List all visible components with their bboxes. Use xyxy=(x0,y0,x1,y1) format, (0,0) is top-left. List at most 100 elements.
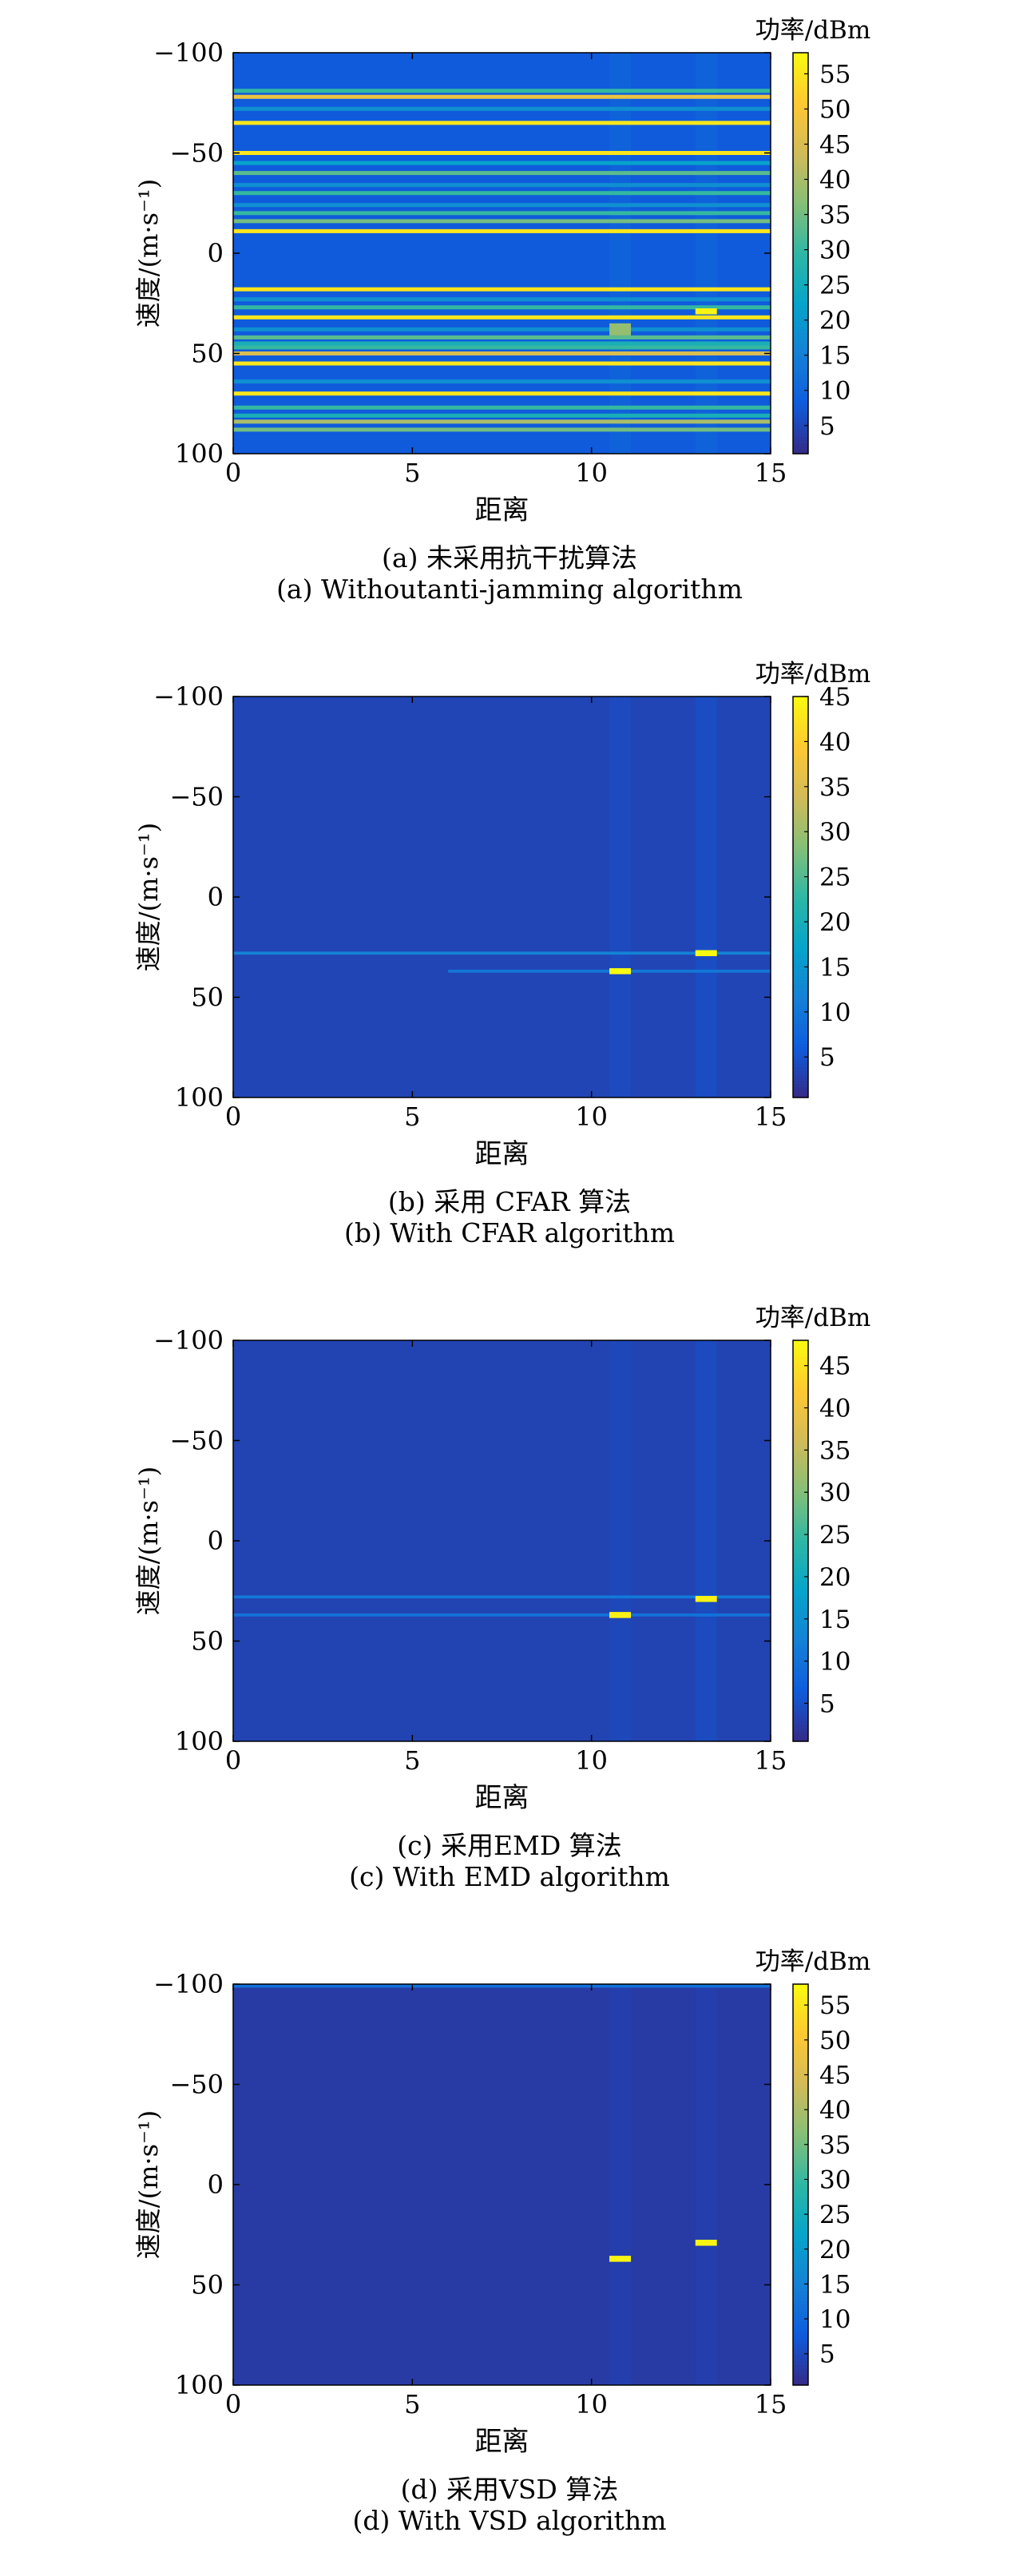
colorbar-segment xyxy=(793,293,808,297)
colorbar-segment xyxy=(793,2027,808,2032)
y-tick-label: 100 xyxy=(175,439,224,469)
colorbar-segment xyxy=(793,2368,808,2372)
colorbar-segment xyxy=(793,1454,808,1459)
colorbar-tick-label: 40 xyxy=(819,1395,850,1423)
colorbar-segment xyxy=(793,723,808,728)
colorbar-segment xyxy=(793,1064,808,1068)
colorbar-segment xyxy=(793,353,808,358)
colorbar-segment xyxy=(793,1460,808,1465)
colorbar-segment xyxy=(793,736,808,740)
colorbar-segment xyxy=(793,1561,808,1565)
colorbar-segment xyxy=(793,2094,808,2098)
colorbar-segment xyxy=(793,246,808,251)
colorbar-segment xyxy=(793,249,808,254)
y-tick-label: 50 xyxy=(191,1626,224,1657)
colorbar-segment xyxy=(793,229,808,234)
colorbar-segment xyxy=(793,957,808,962)
colorbar-segment xyxy=(793,2188,808,2192)
colorbar-segment xyxy=(793,105,808,110)
colorbar-segment xyxy=(793,2284,808,2289)
colorbar-segment xyxy=(793,1457,808,1462)
colorbar-segment xyxy=(793,2358,808,2363)
interference-stripe xyxy=(233,161,771,165)
colorbar-tick-label: 40 xyxy=(819,2096,850,2125)
colorbar-segment xyxy=(793,413,808,418)
colorbar-segment xyxy=(793,2205,808,2209)
colorbar-segment xyxy=(793,709,808,714)
colorbar-segment xyxy=(793,2161,808,2165)
colorbar-tick-label: 50 xyxy=(819,2026,850,2055)
interference-stripe xyxy=(233,89,771,93)
colorbar-segment xyxy=(793,263,808,268)
colorbar-segment xyxy=(793,1397,808,1401)
colorbar-tick-label: 15 xyxy=(819,953,850,982)
colorbar-segment xyxy=(793,136,808,141)
colorbar-segment xyxy=(793,1994,808,1998)
colorbar-segment xyxy=(793,440,808,445)
colorbar-tick-label: 45 xyxy=(819,130,850,159)
colorbar-segment xyxy=(793,296,808,301)
colorbar-segment xyxy=(793,2201,808,2205)
colorbar-segment xyxy=(793,2181,808,2185)
y-tick-label: 100 xyxy=(175,1726,224,1756)
colorbar-segment xyxy=(793,743,808,748)
interference-stripe xyxy=(233,183,771,188)
colorbar-segment xyxy=(793,1610,808,1615)
y-tick-label: −50 xyxy=(169,782,224,812)
colorbar-segment xyxy=(793,1717,808,1722)
colorbar-segment xyxy=(793,1584,808,1589)
colorbar-segment xyxy=(793,836,808,841)
colorbar-segment xyxy=(793,1007,808,1011)
colorbar-segment xyxy=(793,387,808,391)
caption-en-c: (c) With EMD algorithm xyxy=(349,1861,670,1892)
colorbar-segment xyxy=(793,1390,808,1395)
colorbar-segment xyxy=(793,1674,808,1679)
colorbar-segment xyxy=(793,2274,808,2279)
colorbar-segment xyxy=(793,336,808,341)
colorbar-segment xyxy=(793,1598,808,1602)
target-column xyxy=(695,697,717,1097)
colorbar-segment xyxy=(793,903,808,908)
colorbar-segment xyxy=(793,1340,808,1344)
colorbar-segment xyxy=(793,2030,808,2035)
colorbar-segment xyxy=(793,770,808,774)
colorbar-segment xyxy=(793,950,808,955)
colorbar-segment xyxy=(793,303,808,308)
y-tick-label: −100 xyxy=(153,38,224,68)
x-tick-label: 15 xyxy=(755,1745,787,1776)
y-tick-label: 50 xyxy=(191,339,224,369)
x-tick-label: 0 xyxy=(225,1745,241,1776)
colorbar-segment xyxy=(793,1360,808,1364)
colorbar-segment xyxy=(793,1087,808,1092)
colorbar-segment xyxy=(793,2355,808,2360)
target-column xyxy=(609,1984,632,2385)
interference-stripe xyxy=(233,951,771,955)
target-return xyxy=(695,308,717,315)
colorbar-segment xyxy=(793,196,808,200)
colorbar-frame xyxy=(792,52,809,454)
x-tick-label: 0 xyxy=(225,2389,241,2419)
colorbar-segment xyxy=(793,2104,808,2109)
colorbar-segment xyxy=(793,443,808,448)
colorbar-segment xyxy=(793,783,808,788)
colorbar-segment xyxy=(793,149,808,154)
colorbar-segment xyxy=(793,2315,808,2319)
colorbar-segment xyxy=(793,927,808,931)
colorbar-segment xyxy=(793,843,808,847)
colorbar-segment xyxy=(793,1688,808,1692)
y-tick-label: 100 xyxy=(175,2370,224,2400)
y-tick-label: 0 xyxy=(208,238,224,268)
x-axis-label: 距离 xyxy=(475,494,529,526)
panel-c: 0 5 10 15 −100 −50 0 50 100 距离 速度/(m·s⁻¹) 5 10 15 20 25… xyxy=(0,1288,1019,1931)
colorbar-segment xyxy=(793,1474,808,1479)
colorbar-segment xyxy=(793,1621,808,1625)
y-axis-label: 速度/(m·s⁻¹) xyxy=(133,1467,164,1615)
y-axis-label: 速度/(m·s⁻¹) xyxy=(133,2110,164,2259)
colorbar-segment xyxy=(793,1373,808,1378)
colorbar-segment xyxy=(793,763,808,768)
colorbar-segment xyxy=(793,276,808,281)
colorbar-segment xyxy=(793,1624,808,1629)
interference-stripe xyxy=(233,345,771,350)
colorbar-segment xyxy=(793,780,808,784)
colorbar-segment xyxy=(793,853,808,858)
